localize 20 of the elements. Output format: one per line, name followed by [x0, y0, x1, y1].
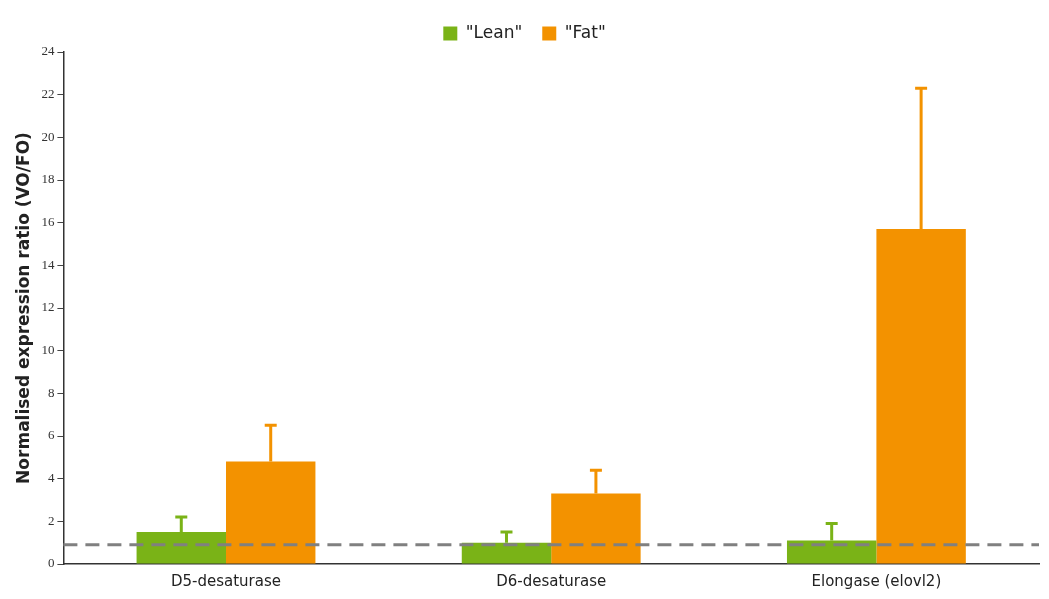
y-tick-label: 0 — [47, 555, 55, 571]
bar — [461, 542, 552, 564]
y-tick-label: 14 — [41, 256, 55, 272]
y-tick-label: 8 — [47, 384, 55, 400]
y-tick-label: 10 — [41, 342, 55, 358]
y-tick-label: 4 — [47, 470, 55, 486]
y-tick-label: 6 — [47, 427, 55, 443]
y-tick-label: 24 — [41, 43, 55, 59]
y-tick-label: 12 — [41, 299, 55, 315]
y-tick-label: 16 — [41, 214, 55, 230]
y-tick-label: 20 — [41, 128, 55, 144]
legend-label: "Lean" — [465, 21, 523, 42]
y-tick-label: 22 — [41, 86, 55, 102]
x-tick-label: D6-desaturase — [496, 571, 607, 590]
y-axis-title: Normalised expression ratio (VO/FO) — [12, 132, 33, 484]
x-tick-label: Elongase (elovl2) — [811, 571, 942, 590]
y-tick-label: 2 — [47, 512, 55, 528]
x-tick-label: D5-desaturase — [170, 571, 282, 590]
legend-label: "Fat" — [564, 21, 606, 42]
y-tick-label: 18 — [41, 171, 55, 187]
